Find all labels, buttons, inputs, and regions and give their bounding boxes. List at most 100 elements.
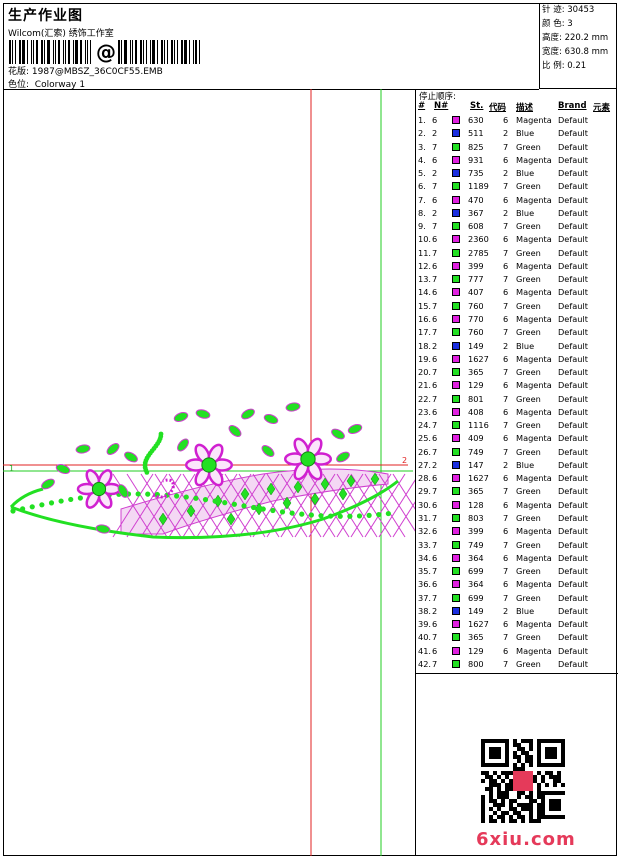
row-needle: 6 (432, 645, 438, 656)
row-num: 1. (418, 115, 426, 125)
row-code: 6 (503, 526, 509, 537)
row-num: 14. (418, 287, 432, 298)
row-stitches: 801 (468, 393, 484, 404)
table-row: 23. 6 408 6 Magenta Default (416, 406, 618, 419)
row-desc: Blue (516, 605, 535, 616)
row-needle: 7 (432, 327, 438, 338)
barcode-bar (189, 40, 190, 64)
col-st: St. (470, 101, 484, 111)
row-brand: Default (558, 552, 588, 563)
barcode-bar (143, 40, 144, 64)
row-needle: 6 (432, 406, 438, 417)
row-num: 22. (418, 393, 432, 404)
table-row: 41. 6 129 6 Magenta Default (416, 645, 618, 658)
barcode-bar (195, 40, 197, 64)
row-brand: Default (558, 658, 588, 669)
row-code: 2 (503, 340, 509, 351)
row-num: 32. (418, 526, 432, 537)
row-stitches: 365 (468, 367, 484, 378)
row-num: 7. (418, 194, 426, 205)
color-swatch (452, 540, 460, 549)
row-brand: Default (558, 619, 588, 630)
row-code: 6 (503, 313, 509, 324)
barcode-bar (135, 40, 137, 64)
row-desc: Green (516, 393, 541, 404)
row-num: 17. (418, 327, 432, 338)
row-code: 6 (503, 353, 509, 364)
row-needle: 7 (432, 367, 438, 378)
row-brand: Default (558, 645, 588, 656)
row-stitches: 630 (468, 115, 484, 125)
row-num: 41. (418, 645, 432, 656)
table-row: 6. 7 1189 7 Green Default (416, 180, 618, 193)
color-swatch (452, 275, 460, 284)
row-needle: 7 (432, 274, 438, 285)
row-code: 7 (503, 512, 509, 523)
row-num: 3. (418, 141, 426, 152)
row-num: 10. (418, 234, 432, 245)
row-code: 6 (503, 154, 509, 165)
row-num: 25. (418, 433, 432, 444)
row-desc: Magenta (516, 473, 552, 484)
row-desc: Green (516, 566, 541, 577)
table-row: 11. 7 2785 7 Green Default (416, 247, 618, 260)
row-needle: 7 (432, 566, 438, 577)
color-swatch (452, 527, 460, 536)
row-code: 6 (503, 380, 509, 391)
color-swatch (452, 593, 460, 602)
table-row: 9. 7 608 7 Green Default (416, 220, 618, 233)
row-brand: Default (558, 499, 588, 510)
flower-center (185, 443, 233, 487)
table-row: 35. 7 699 7 Green Default (416, 565, 618, 578)
row-needle: 6 (432, 313, 438, 324)
row-stitches: 777 (468, 274, 484, 285)
row-desc: Green (516, 181, 541, 192)
color-swatch (452, 116, 460, 124)
row-needle: 7 (432, 300, 438, 311)
table-row: 14. 6 407 6 Magenta Default (416, 286, 618, 299)
row-code: 2 (503, 207, 509, 218)
row-desc: Green (516, 486, 541, 497)
row-code: 7 (503, 592, 509, 603)
row-needle: 6 (432, 499, 438, 510)
row-brand: Default (558, 632, 588, 643)
barcode-bar (12, 40, 13, 64)
row-brand: Default (558, 380, 588, 391)
row-brand: Default (558, 526, 588, 537)
table-row: 18. 2 149 2 Blue Default (416, 340, 618, 353)
stat-height: 高度: 220.2 mm (542, 33, 609, 43)
row-needle: 6 (432, 433, 438, 444)
stop-sequence-panel: 停止顺序: # N# St. 代码 描述 Brand 元素 1. 6 630 6 Mag… (415, 89, 618, 856)
row-code: 7 (503, 658, 509, 669)
table-row: 28. 6 1627 6 Magenta Default (416, 472, 618, 485)
site-watermark: 6xiu.com (476, 829, 576, 850)
colorway-value: Colorway 1 (34, 80, 86, 90)
file-label: 花版: (8, 67, 30, 77)
row-stitches: 409 (468, 433, 484, 444)
row-needle: 7 (432, 539, 438, 550)
barcode-bar (193, 40, 194, 64)
table-row: 34. 6 364 6 Magenta Default (416, 552, 618, 565)
row-desc: Magenta (516, 353, 552, 364)
table-row: 29. 7 365 7 Green Default (416, 485, 618, 498)
table-row: 38. 2 149 2 Blue Default (416, 605, 618, 618)
row-code: 6 (503, 473, 509, 484)
row-brand: Default (558, 605, 588, 616)
row-stitches: 825 (468, 141, 484, 152)
row-stitches: 367 (468, 207, 484, 218)
row-needle: 7 (432, 446, 438, 457)
row-stitches: 1627 (468, 353, 489, 364)
barcode-bar (130, 40, 131, 64)
barcode-bar (47, 40, 50, 64)
barcode-bar (150, 40, 151, 64)
row-brand: Default (558, 194, 588, 205)
row-code: 7 (503, 446, 509, 457)
barcode-bar (19, 40, 21, 64)
color-swatch (452, 460, 460, 469)
row-stitches: 1116 (468, 420, 489, 431)
row-num: 5. (418, 168, 426, 179)
row-brand: Default (558, 539, 588, 550)
row-num: 8. (418, 207, 426, 218)
row-code: 2 (503, 168, 509, 179)
stat-stitches: 针 迹: 30453 (542, 5, 595, 15)
